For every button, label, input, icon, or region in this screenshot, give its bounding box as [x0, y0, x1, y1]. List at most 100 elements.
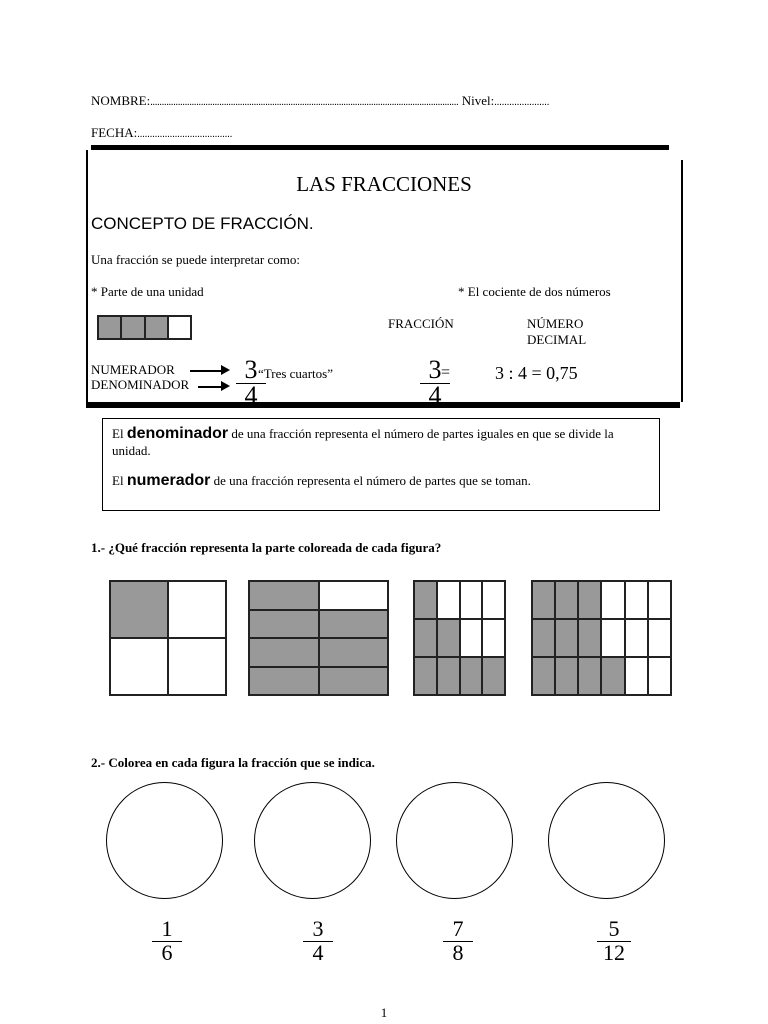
- text: El: [112, 473, 127, 488]
- decimal-column-label-2: DECIMAL: [527, 332, 587, 347]
- denominator-definition: El denominador de una fracción represent…: [112, 425, 650, 459]
- denominator: 8: [452, 940, 464, 965]
- fraction-figure-1: [109, 580, 227, 696]
- shaded-cell: [555, 619, 579, 657]
- concept-heading: CONCEPTO DE FRACCIÓN.: [91, 214, 314, 233]
- unit-bar-figure: [97, 315, 192, 340]
- empty-cell: [459, 619, 483, 657]
- shaded-cell: [249, 609, 319, 638]
- empty-cell: [168, 638, 226, 695]
- numerator-label: NUMERADOR: [91, 362, 175, 377]
- denominator-arrow-icon: [198, 382, 230, 390]
- empty-cell: [482, 619, 505, 657]
- shaded-cell: [436, 619, 460, 657]
- shaded-cell: [532, 657, 556, 695]
- unit-cell: [167, 316, 191, 339]
- empty-cell: [624, 581, 648, 619]
- shaded-cell: [318, 609, 388, 638]
- shaded-cell: [578, 657, 602, 695]
- decimal-example: 3 : 4 = 0,75: [495, 363, 578, 383]
- decimal-column-label-1: NÚMERO: [527, 316, 584, 331]
- shaded-cell: [578, 581, 602, 619]
- shaded-cell: [110, 581, 168, 638]
- shaded-cell: [414, 581, 437, 619]
- bullet-part-of-unit: * Parte de una unidad: [91, 284, 204, 299]
- name-field[interactable]: ........................................…: [150, 97, 459, 108]
- date-label: FECHA:: [91, 125, 138, 140]
- shaded-cell: [532, 619, 556, 657]
- empty-cell: [482, 581, 505, 619]
- intro-text: Una fracción se puede interpretar como:: [91, 252, 300, 267]
- empty-cell: [601, 581, 625, 619]
- exercise1-title: 1.- ¿Qué fracción representa la parte co…: [91, 540, 442, 555]
- term: numerador: [126, 472, 211, 489]
- empty-cell: [624, 619, 648, 657]
- name-line: NOMBRE:.................................…: [91, 93, 549, 109]
- example-words: “Tres cuartos”: [258, 366, 333, 381]
- concept-bottom-divider: [86, 402, 680, 408]
- shaded-cell: [482, 657, 505, 695]
- shaded-cell: [578, 619, 602, 657]
- shaded-cell: [249, 638, 319, 667]
- empty-cell: [647, 619, 671, 657]
- fraction-figure-2: [248, 580, 389, 696]
- circle-figure-4[interactable]: [548, 782, 665, 899]
- equals-sign: =: [441, 364, 451, 381]
- level-field[interactable]: ......................: [494, 97, 550, 108]
- right-border: [681, 160, 683, 402]
- denominator-label: DENOMINADOR: [91, 377, 190, 392]
- text: de una fracción representa el número de …: [112, 426, 614, 458]
- empty-cell: [647, 657, 671, 695]
- shaded-cell: [414, 619, 437, 657]
- numerator: 5: [597, 918, 631, 942]
- definitions-box: El denominador de una fracción represent…: [102, 418, 660, 511]
- page-title: LAS FRACCIONES: [296, 172, 472, 196]
- bullet-quotient: * El cociente de dos números: [458, 284, 611, 299]
- empty-cell: [624, 657, 648, 695]
- numerator-arrow-icon: [190, 366, 230, 374]
- numerator-definition: El numerador de una fracción representa …: [112, 472, 650, 489]
- empty-cell: [436, 581, 460, 619]
- empty-cell: [647, 581, 671, 619]
- term: denominador: [126, 425, 229, 442]
- page-number: 1: [380, 1005, 388, 1020]
- unit-cell: [98, 316, 122, 339]
- numerator: 3: [420, 357, 450, 384]
- shaded-cell: [459, 657, 483, 695]
- shaded-cell: [318, 638, 388, 667]
- text: de una fracción representa el número de …: [210, 473, 531, 488]
- level-label: Nivel:: [461, 93, 495, 108]
- empty-cell: [601, 619, 625, 657]
- shaded-cell: [249, 666, 319, 695]
- unit-cell: [121, 316, 145, 339]
- fraction-column-label: FRACCIÓN: [388, 316, 454, 331]
- target-fraction-4: 5 12: [597, 918, 631, 964]
- unit-cell: [144, 316, 168, 339]
- name-label: NOMBRE:: [91, 93, 151, 108]
- shaded-cell: [555, 657, 579, 695]
- fraction-figure-3: [413, 580, 506, 696]
- circle-figure-2[interactable]: [254, 782, 371, 899]
- numerator: 7: [443, 918, 473, 942]
- numerator: 3: [236, 357, 266, 384]
- empty-cell: [459, 581, 483, 619]
- shaded-cell: [532, 581, 556, 619]
- date-line: FECHA:..................................…: [91, 125, 232, 141]
- empty-cell: [168, 581, 226, 638]
- text: El: [112, 426, 127, 441]
- date-field[interactable]: ......................................: [137, 129, 233, 140]
- top-divider: [91, 145, 669, 150]
- shaded-cell: [601, 657, 625, 695]
- circle-figure-3[interactable]: [396, 782, 513, 899]
- shaded-cell: [318, 666, 388, 695]
- numerator: 1: [152, 918, 182, 942]
- denominator: 6: [161, 940, 173, 965]
- circle-figure-1[interactable]: [106, 782, 223, 899]
- shaded-cell: [436, 657, 460, 695]
- numerator: 3: [303, 918, 333, 942]
- empty-cell: [318, 581, 388, 610]
